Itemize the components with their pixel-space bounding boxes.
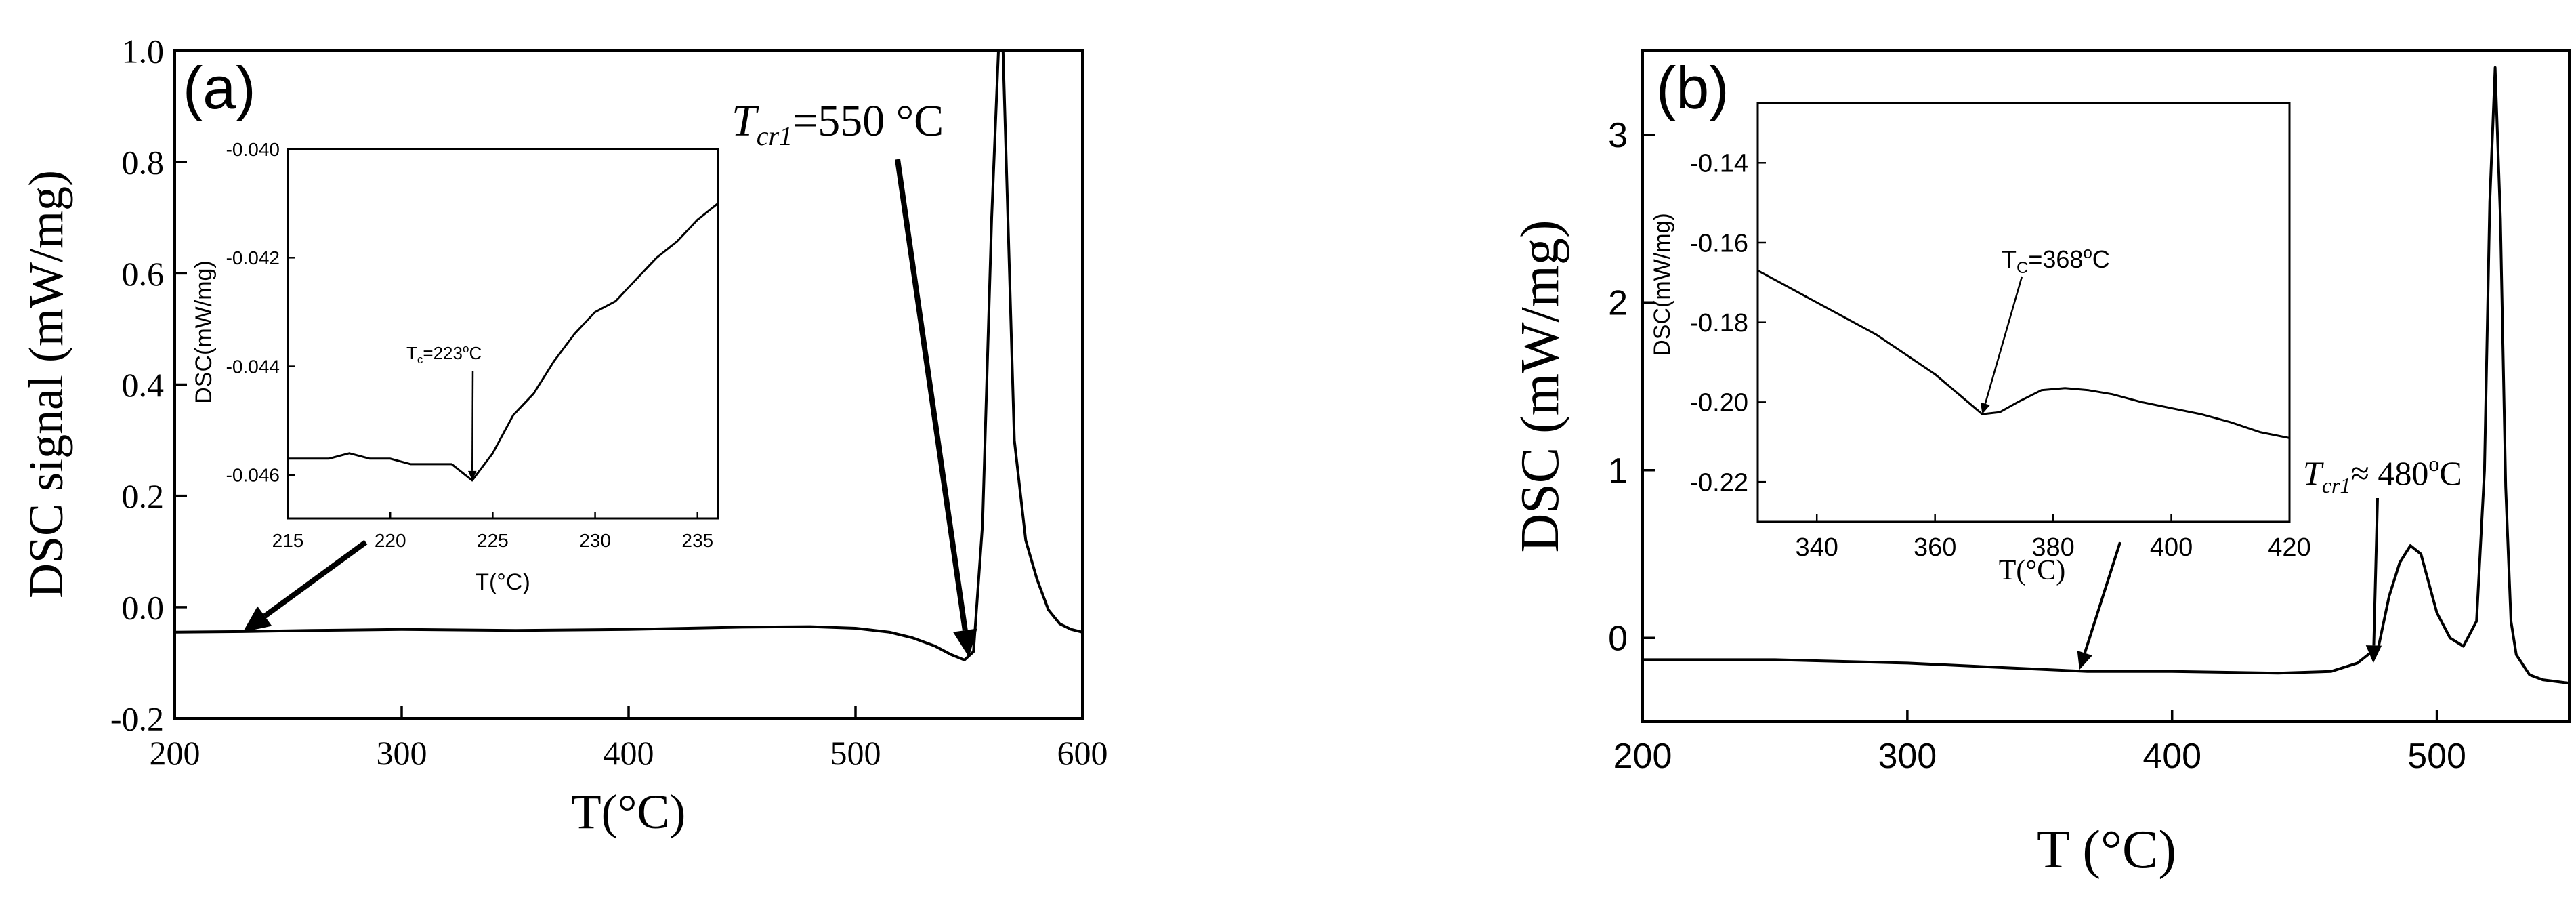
panel-b-inset-x-tick-label: 360 bbox=[1914, 533, 1956, 562]
panel-a-x-axis-label: T(°C) bbox=[572, 785, 686, 839]
panel-a: 200 300 400 500 600 -0.2 0.0 0.2 0.4 0.6 0.8 1.0 (… bbox=[19, 33, 1108, 840]
panel-b-arrow-tcr1-shaft bbox=[2372, 497, 2379, 646]
panel-b-inset-x-tick-label: 380 bbox=[2031, 533, 2074, 562]
panel-a-x-tick-label: 500 bbox=[830, 734, 881, 772]
panel-b-inset-arrow bbox=[1980, 276, 2023, 415]
panel-a-inset-y-tick-label: -0.040 bbox=[226, 139, 280, 160]
panel-a-inset-y-tick-label: -0.042 bbox=[226, 247, 280, 268]
panel-a-inset-arrow-shaft bbox=[471, 371, 474, 471]
panel-b-y-axis-label: DSC (mW/mg) bbox=[1511, 220, 1570, 552]
panel-b-inset-annotation: TC=368oC bbox=[2002, 244, 2110, 277]
panel-a-inset-y-tick-label: -0.044 bbox=[226, 356, 280, 377]
panel-a-series-line bbox=[174, 49, 1083, 661]
panel-a-y-tick-label: 0.0 bbox=[122, 588, 165, 626]
panel-a-inset-x-ticks: 215 220 225 230 235 bbox=[272, 512, 713, 551]
panel-a-inset-x-tick-label: 215 bbox=[272, 530, 304, 551]
panel-b-x-ticks: 200 300 400 500 bbox=[1613, 710, 2466, 776]
panel-b-x-tick-label: 400 bbox=[2142, 737, 2201, 776]
panel-a-inset-y-ticks: -0.046 -0.044 -0.042 -0.040 bbox=[226, 139, 295, 486]
panel-b-series-line bbox=[1643, 66, 2570, 685]
panel-a-y-tick-label: -0.2 bbox=[110, 700, 164, 738]
panel-a-inset-y-tick-label: -0.046 bbox=[226, 465, 280, 486]
panel-b-y-tick-label: 2 bbox=[1608, 283, 1628, 323]
panel-a-arrow-left-head bbox=[242, 606, 272, 632]
panel-b-arrow-left-shaft bbox=[2083, 541, 2121, 654]
panel-b-annotation-tcr1: Tcr1≈ 480oC bbox=[2303, 451, 2462, 497]
panel-a-x-tick-label: 400 bbox=[604, 734, 654, 772]
panel-a-inset-series-line bbox=[288, 202, 719, 482]
panel-a-y-axis-label: DSC signal (mW/mg) bbox=[19, 170, 73, 598]
panel-b-inset-y-tick-label: -0.18 bbox=[1689, 309, 1748, 338]
panel-a-y-tick-label: 0.4 bbox=[122, 366, 165, 404]
panel-a-inset-x-tick-label: 225 bbox=[477, 530, 509, 551]
panel-b-inset-y-tick-label: -0.20 bbox=[1689, 389, 1748, 417]
panel-b-y-tick-label: 1 bbox=[1608, 451, 1628, 491]
panel-b-y-ticks: 0 1 2 3 bbox=[1608, 116, 1655, 658]
panel-a-inset-x-tick-label: 230 bbox=[579, 530, 611, 551]
panel-a-x-tick-label: 200 bbox=[150, 734, 200, 772]
panel-b-y-tick-label: 3 bbox=[1608, 116, 1628, 155]
panel-a-arrow-tcr1-shaft bbox=[895, 159, 968, 631]
panel-a-arrow-left-shaft bbox=[263, 539, 368, 619]
panel-a-inset-annotation: Tc=223oC bbox=[406, 342, 482, 366]
panel-a-y-tick-label: 1.0 bbox=[122, 33, 165, 70]
panel-b-plot-frame bbox=[1641, 49, 2571, 723]
panel-a-arrows bbox=[242, 159, 977, 657]
panel-a-inset-y-axis-label: DSC(mW/mg) bbox=[191, 260, 217, 404]
panel-b-arrow-tcr1-head bbox=[2365, 645, 2382, 663]
panel-a-y-tick-label: 0.8 bbox=[122, 144, 165, 182]
panel-b-y-tick-label: 0 bbox=[1608, 619, 1628, 658]
panel-b-inset-y-tick-label: -0.22 bbox=[1689, 468, 1748, 497]
panel-a-inset: 215 220 225 230 235 -0.046 -0.044 -0.042 -0.040… bbox=[191, 139, 719, 595]
panel-a-x-ticks: 200 300 400 500 600 bbox=[150, 706, 1108, 772]
panel-b-inset-x-tick-label: 340 bbox=[1796, 533, 1838, 562]
panel-b-inset-y-tick-label: -0.14 bbox=[1689, 150, 1748, 178]
panel-b-inset-x-ticks: 340 360 380 400 420 bbox=[1796, 514, 2311, 562]
panel-b-inset-y-tick-label: -0.16 bbox=[1689, 229, 1748, 258]
panel-a-arrow-tcr1-head bbox=[952, 628, 977, 657]
panel-a-x-tick-label: 600 bbox=[1057, 734, 1108, 772]
panel-b-inset: 340 360 380 400 420 -0.14 -0.16 -0.18 -0.20 -0.2… bbox=[1649, 102, 2311, 586]
panel-a-inset-frame bbox=[287, 148, 719, 520]
panel-a-x-tick-label: 300 bbox=[377, 734, 427, 772]
panel-a-inset-arrow bbox=[467, 371, 477, 480]
panel-b-x-tick-label: 500 bbox=[2407, 737, 2466, 776]
panel-a-y-ticks: -0.2 0.0 0.2 0.4 0.6 0.8 1.0 bbox=[110, 33, 187, 738]
panel-b-inset-x-axis-label: T(°C) bbox=[1999, 555, 2065, 586]
panel-a-label: (a) bbox=[183, 54, 256, 121]
panel-b-x-axis-label: T (°C) bbox=[2037, 820, 2176, 880]
panel-b-inset-y-axis-label: DSC(mW/mg) bbox=[1649, 213, 1675, 356]
panel-a-inset-arrow-head bbox=[467, 470, 477, 480]
panel-b-arrows bbox=[2077, 497, 2382, 670]
panel-a-inset-x-tick-label: 220 bbox=[375, 530, 406, 551]
panel-a-plot-frame bbox=[173, 49, 1084, 720]
panel-b-x-tick-label: 200 bbox=[1613, 737, 1672, 776]
panel-a-y-tick-label: 0.6 bbox=[122, 255, 165, 293]
panel-b-arrow-left-head bbox=[2077, 650, 2092, 670]
panel-a-inset-x-tick-label: 235 bbox=[681, 530, 713, 551]
panel-b-inset-arrow-head bbox=[1980, 402, 1990, 415]
panel-b-inset-frame bbox=[1756, 102, 2291, 523]
panel-b-inset-x-tick-label: 400 bbox=[2150, 533, 2193, 562]
panel-b-inset-x-tick-label: 420 bbox=[2268, 533, 2310, 562]
panel-b-inset-y-ticks: -0.14 -0.16 -0.18 -0.20 -0.22 bbox=[1689, 150, 1766, 497]
panel-a-y-tick-label: 0.2 bbox=[122, 477, 165, 515]
panel-b-inset-series-line bbox=[1757, 269, 2290, 439]
panel-b-label: (b) bbox=[1656, 54, 1729, 121]
panel-a-annotation-tcr1: Tcr1=550 °C bbox=[732, 96, 944, 151]
panel-a-inset-x-axis-label: T(°C) bbox=[475, 569, 530, 595]
panel-b-inset-arrow-shaft bbox=[1984, 276, 2023, 405]
panel-b-x-tick-label: 300 bbox=[1878, 737, 1937, 776]
panel-b: 200 300 400 500 0 1 2 3 (b) T (°C) DSC (mW/mg)… bbox=[1511, 49, 2571, 880]
